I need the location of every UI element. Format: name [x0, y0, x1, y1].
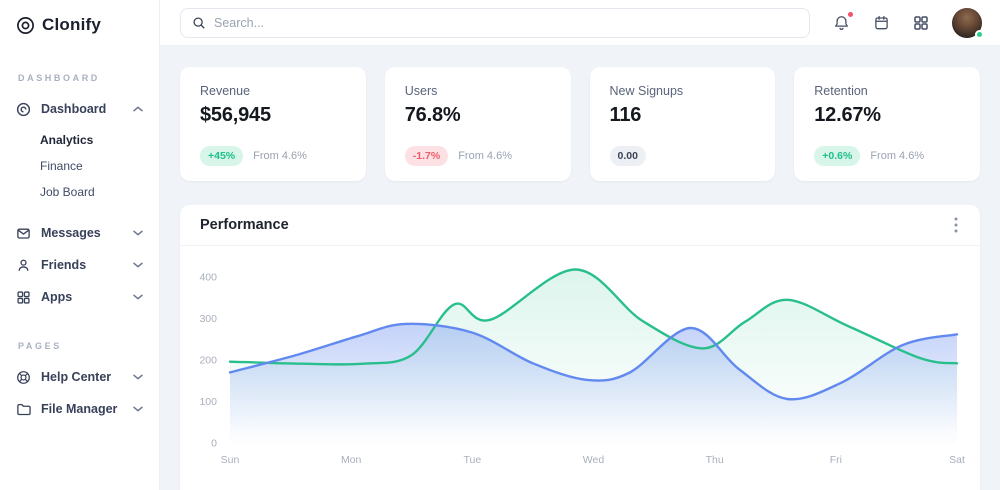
performance-chart-svg: 0 100 200 300 400 Sun Mon Tue Wed Thu Fri Sat	[199, 268, 965, 466]
sidebar-item-file-manager[interactable]: File Manager	[0, 393, 159, 425]
x-axis-tick-label: Fri	[830, 454, 842, 466]
sidebar-item-apps[interactable]: Apps	[0, 281, 159, 313]
stat-title: Retention	[814, 84, 868, 98]
stat-caption: From 4.6%	[253, 150, 307, 162]
stat-value: 116	[609, 104, 642, 126]
app-title: Clonify	[42, 15, 102, 34]
performance-card: Performance 0 100 200 300 400 Sun Mon Tue Wed Thu…	[180, 205, 980, 490]
stat-card-revenue[interactable]: Revenue $56,945 +45% From 4.6%	[180, 67, 366, 181]
calendar-icon	[875, 15, 888, 29]
y-axis-tick-label: 0	[211, 438, 217, 450]
chevron-up-icon	[133, 106, 143, 112]
grid-icon	[16, 290, 31, 305]
search-box[interactable]	[180, 7, 810, 38]
stat-value: 12.67%	[814, 104, 881, 126]
section-label-dashboard: DASHBOARD	[18, 73, 100, 83]
sidebar-subitem-analytics[interactable]: Analytics	[40, 133, 94, 147]
envelope-icon	[16, 226, 31, 241]
chart-line-series-blue	[228, 322, 959, 401]
status-badge: +0.6%	[814, 146, 861, 166]
bell-icon	[835, 15, 848, 30]
online-status-dot	[975, 29, 984, 39]
performance-chart-area: 0 100 200 300 400 Sun Mon Tue Wed Thu Fri Sat	[180, 246, 980, 490]
disc-icon	[16, 102, 31, 117]
notification-alert-dot	[847, 10, 854, 18]
topbar-actions	[833, 7, 984, 39]
status-badge: -1.7%	[404, 146, 449, 166]
y-axis-tick-label: 400	[199, 272, 217, 284]
sidebar-item-messages[interactable]: Messages	[0, 217, 159, 249]
stat-value: 76.8%	[404, 104, 461, 126]
folder-icon	[16, 402, 31, 417]
stat-card-users[interactable]: Users 76.8% -1.7% From 4.6%	[384, 67, 571, 181]
sidebar: Clonify DASHBOARD Dashboard Analytics Fi…	[0, 0, 160, 490]
sidebar-item-label: Friends	[41, 258, 87, 272]
sidebar-item-label: Dashboard	[41, 102, 107, 116]
sidebar-item-dashboard[interactable]: Dashboard	[0, 93, 159, 125]
chart-line-series-green	[228, 268, 959, 366]
main-content: Revenue $56,945 +45% From 4.6% Users 76.…	[160, 46, 1000, 490]
stat-caption: From 4.6%	[458, 150, 512, 162]
stat-card-new-signups[interactable]: New Signups 116 0.00	[589, 67, 776, 181]
x-axis-tick-label: Thu	[706, 454, 724, 466]
status-badge: 0.00	[609, 146, 646, 166]
sidebar-subitem-job-board[interactable]: Job Board	[40, 185, 95, 199]
sidebar-item-label: Help Center	[41, 370, 112, 384]
x-axis-tick-label: Sun	[221, 454, 240, 466]
stats-row: Revenue $56,945 +45% From 4.6% Users 76.…	[180, 67, 980, 181]
calendar-button[interactable]	[873, 14, 890, 32]
panel-title: Performance	[200, 217, 289, 233]
user-avatar[interactable]	[952, 7, 984, 39]
stat-title: Revenue	[200, 84, 251, 98]
sidebar-item-friends[interactable]: Friends	[0, 249, 159, 281]
chevron-down-icon	[133, 294, 143, 300]
performance-card-header: Performance	[180, 205, 980, 246]
stat-card-retention[interactable]: Retention 12.67% +0.6% From 4.6%	[794, 67, 980, 181]
topbar	[160, 0, 1000, 46]
kebab-menu-icon[interactable]	[952, 213, 960, 237]
sidebar-item-label: Apps	[41, 290, 73, 304]
y-axis-tick-label: 100	[199, 396, 217, 408]
chevron-down-icon	[133, 406, 143, 412]
sidebar-item-label: Messages	[41, 226, 101, 240]
sidebar-item-help-center[interactable]: Help Center	[0, 361, 159, 393]
person-icon	[16, 258, 31, 273]
stat-title: New Signups	[609, 84, 684, 98]
sidebar-subitem-finance[interactable]: Finance	[40, 159, 83, 173]
x-axis-tick-label: Sat	[949, 454, 965, 466]
life-buoy-icon	[16, 370, 31, 385]
status-badge: +45%	[200, 146, 244, 166]
sidebar-item-label: File Manager	[41, 402, 118, 416]
notifications-button[interactable]	[833, 10, 854, 32]
x-axis-tick-label: Mon	[341, 454, 362, 466]
chevron-down-icon	[133, 230, 143, 236]
grid-icon	[914, 15, 928, 30]
search-icon	[192, 16, 206, 30]
stat-value: $56,945	[200, 104, 271, 126]
chevron-down-icon	[133, 262, 143, 268]
chevron-down-icon	[133, 374, 143, 380]
stat-caption: From 4.6%	[870, 150, 925, 162]
search-input[interactable]	[214, 15, 798, 30]
app-logo[interactable]: Clonify	[0, 0, 159, 45]
y-axis-tick-label: 200	[199, 355, 217, 367]
x-axis-tick-label: Wed	[583, 454, 605, 466]
y-axis-tick-label: 300	[199, 313, 217, 325]
dashboard-subnav: Analytics Finance Job Board	[0, 125, 159, 211]
section-label-pages: PAGES	[18, 341, 62, 351]
app-launcher-button[interactable]	[913, 15, 929, 31]
clonify-logo-icon	[16, 16, 35, 35]
x-axis-tick-label: Tue	[463, 454, 481, 466]
stat-title: Users	[404, 84, 438, 98]
